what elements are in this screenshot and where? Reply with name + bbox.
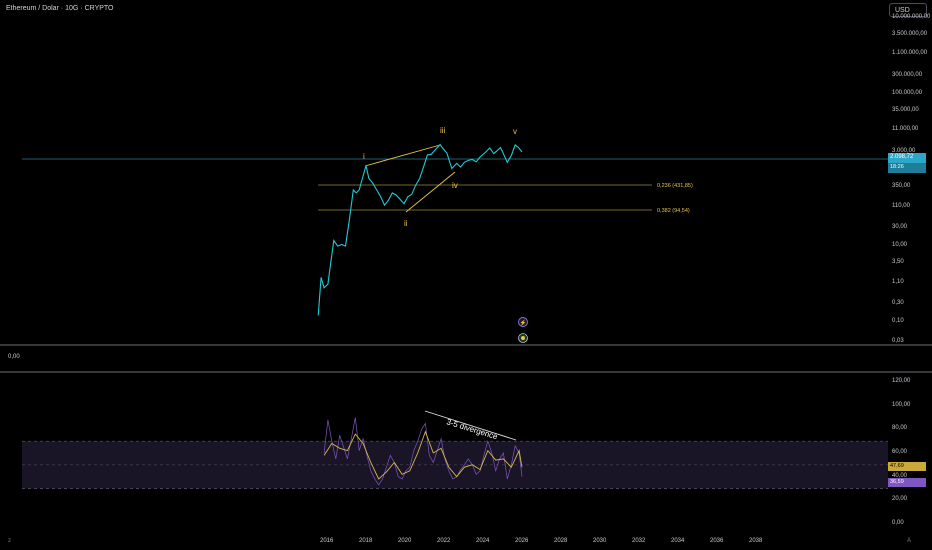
timezone-icon[interactable]: z — [8, 538, 11, 544]
event-earnings-dot-icon — [521, 336, 525, 340]
time-tick-label: 2016 — [320, 538, 334, 544]
rsi-ma-tag: 47,69 — [888, 462, 926, 471]
time-tick-label: 2022 — [437, 538, 451, 544]
price-tick-label: 3.000,00 — [892, 147, 916, 154]
price-tick-label: 300.000,00 — [892, 71, 923, 78]
time-tick-label: 2038 — [749, 538, 763, 544]
wave-label-ii: ii — [404, 219, 408, 228]
time-tick-label: 2024 — [476, 538, 490, 544]
time-tick-label: 2036 — [710, 538, 724, 544]
wave-trendline-upper — [364, 144, 441, 167]
wave-label-i: i — [363, 152, 365, 161]
currency-button[interactable]: USD — [889, 3, 927, 17]
price-tick-label: 100.000,00 — [892, 90, 923, 97]
rsi-tick-label: 80,00 — [892, 425, 908, 432]
time-tick-label: 2018 — [359, 538, 373, 544]
rsi-tick-label: 100,00 — [892, 401, 911, 408]
time-tick-label: 2028 — [554, 538, 568, 544]
price-tick-label: 3,50 — [892, 259, 904, 266]
rsi-tick-label: 0,00 — [892, 520, 904, 526]
wave-label-v: v — [513, 127, 517, 136]
rsi-tick-label: 120,00 — [892, 378, 911, 384]
price-tick-label: 1.100.000,00 — [892, 50, 928, 57]
wave-label-iv: iv — [452, 181, 458, 190]
wave-label-iii: iii — [440, 126, 446, 135]
rsi-ma-line — [323, 430, 523, 480]
price-tick-label: 10,00 — [892, 242, 908, 249]
rsi-group — [323, 417, 523, 486]
event-lightning-glyph: ⚡ — [520, 320, 527, 327]
divergence-label: 3-5 divergence — [445, 417, 499, 441]
fib-label-0236: 0,236 (431,85) — [657, 183, 693, 189]
time-tick-label: 2032 — [632, 538, 646, 544]
time-tick-label: 2030 — [593, 538, 607, 544]
price-tick-label: 110,00 — [892, 202, 910, 209]
fib-label-0382: 0,382 (94,54) — [657, 208, 690, 214]
price-tick-label: 1,10 — [892, 278, 904, 285]
volume-value-label: 0,00 — [8, 354, 20, 360]
price-tick-label: 3.500.000,00 — [892, 31, 928, 38]
price-tick-label: 0,03 — [892, 338, 904, 344]
time-tick-label: 2034 — [671, 538, 685, 544]
rsi-tick-label: 40,00 — [892, 472, 908, 479]
wave-trendline-lower — [405, 171, 456, 213]
rsi-line — [323, 417, 523, 486]
rsi-tick-label: 60,00 — [892, 449, 908, 455]
price-tick-label: 30,00 — [892, 223, 908, 230]
rsi-value-tag: 36,59 — [888, 478, 926, 487]
countdown-tag: 18:26 — [888, 163, 926, 173]
price-tick-label: 10.000.000,00 — [892, 14, 931, 20]
current-price-tag: 2.098,72 — [888, 153, 926, 165]
divergence-line — [424, 410, 517, 441]
price-series-line — [317, 143, 523, 316]
time-tick-label: 2026 — [515, 538, 529, 544]
price-line-group — [317, 143, 523, 316]
price-tick-label: 0,30 — [892, 299, 904, 306]
chart-title: Ethereum / Dolar · 10G · CRYPTO — [6, 5, 114, 12]
price-tick-label: 350,00 — [892, 183, 911, 190]
time-tick-label: 2020 — [398, 538, 412, 544]
event-lightning-icon[interactable] — [518, 317, 528, 327]
settings-icon[interactable]: A — [907, 538, 912, 544]
price-tick-label: 11.000,00 — [892, 126, 919, 133]
price-tick-label: 35.000,00 — [892, 107, 919, 114]
price-tick-label: 0,10 — [892, 318, 904, 325]
rsi-tick-label: 20,00 — [892, 496, 908, 503]
